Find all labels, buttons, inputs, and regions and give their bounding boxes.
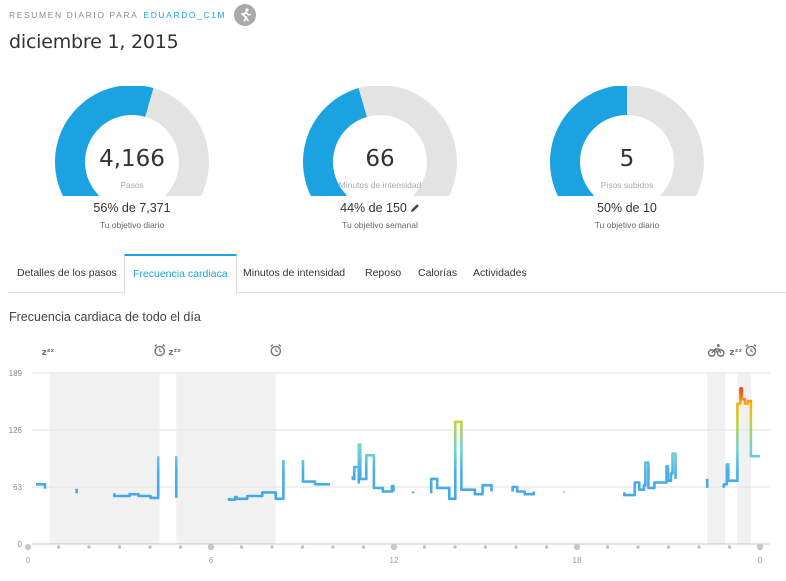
x-axis-dot	[207, 543, 215, 551]
sleep-icon[interactable]: zᶻᶻ	[168, 348, 181, 358]
floors-label: Pisos subidos	[600, 180, 654, 190]
x-axis-dot	[24, 543, 32, 551]
gauge-progress	[550, 86, 627, 196]
tab-calories[interactable]: Calorías	[418, 267, 458, 279]
x-axis-dot	[605, 545, 610, 549]
intensity-goal-text: 44% de 150	[340, 201, 407, 215]
gauge-progress	[55, 86, 154, 196]
x-axis-dot	[117, 545, 122, 549]
x-axis-dot	[544, 545, 549, 549]
x-axis-dot	[697, 545, 701, 549]
gauge-progress	[303, 88, 367, 196]
sleep-icon[interactable]: zᶻᶻ	[42, 348, 55, 358]
x-axis-dot	[636, 545, 640, 549]
x-axis-dot	[483, 545, 488, 549]
x-tick-label: 6	[209, 556, 214, 565]
sleep-icon[interactable]: zᶻᶻ	[729, 348, 742, 358]
x-axis-dot	[422, 545, 427, 549]
intensity-gauge[interactable]: 66 Minutos de intensidad 44% de 150 Tu o…	[300, 86, 460, 230]
alarm-icon[interactable]	[270, 344, 282, 357]
x-axis-dot	[87, 545, 91, 549]
x-tick-label: 0	[758, 556, 763, 565]
alarm-icon[interactable]	[154, 344, 166, 357]
x-axis-dot	[727, 545, 732, 549]
intensity-gauge-ring	[303, 86, 457, 196]
x-axis-dot	[56, 545, 61, 549]
x-axis-dot	[331, 545, 335, 549]
floors-goal-text: 50% de 10	[597, 201, 657, 215]
sleep-band	[737, 373, 751, 544]
x-axis-dot	[756, 543, 764, 551]
x-axis-dot	[573, 543, 581, 551]
intensity-label: Minutos de intensidad	[338, 180, 422, 190]
pencil-icon[interactable]	[410, 203, 420, 213]
intensity-goal-sub: Tu objetivo semanal	[342, 220, 418, 230]
steps-gauge[interactable]: 4,166 Pasos 56% de 7,371 Tu objetivo dia…	[52, 86, 212, 230]
svg-text:zᶻᶻ: zᶻᶻ	[729, 348, 742, 358]
x-axis-dot	[514, 545, 518, 549]
sleep-band	[707, 373, 726, 544]
sleep-band	[176, 373, 276, 544]
heart-rate-section-title: Frecuencia cardiaca de todo el día	[9, 310, 201, 324]
x-axis-dot	[453, 545, 457, 549]
y-tick-label: 126	[9, 426, 23, 435]
x-axis-dot	[300, 545, 305, 549]
x-axis-dot	[239, 545, 244, 549]
steps-value: 4,166	[99, 146, 165, 172]
runner-icon[interactable]	[234, 4, 257, 26]
floors-gauge-ring	[550, 86, 704, 196]
x-axis-dot	[178, 545, 183, 549]
floors-goal-sub: Tu objetivo diario	[594, 220, 660, 230]
page-date: diciembre 1, 2015	[9, 31, 179, 53]
bike-icon[interactable]	[707, 344, 725, 357]
intensity-value: 66	[365, 146, 395, 172]
y-tick-label: 63	[13, 483, 22, 492]
username-link[interactable]: EDUARDO_C1M	[143, 10, 227, 20]
x-tick-label: 0	[26, 556, 31, 565]
svg-text:zᶻᶻ: zᶻᶻ	[168, 348, 181, 358]
sleep-band	[49, 373, 160, 544]
alarm-icon[interactable]	[745, 344, 757, 357]
tab-steps-details[interactable]: Detalles de los pasos	[17, 267, 117, 279]
heart-rate-chart[interactable]: 0 63 126 189 zᶻᶻ zᶻᶻ zᶻᶻ 0 6 12 18 0	[0, 336, 786, 581]
x-axis-dot	[666, 545, 671, 549]
summary-label: RESUMEN DIARIO PARA	[9, 10, 139, 20]
svg-text:zᶻᶻ: zᶻᶻ	[42, 348, 55, 358]
x-axis-dot	[148, 545, 152, 549]
steps-gauge-ring	[55, 86, 209, 196]
x-axis-dot	[270, 545, 274, 549]
intensity-goal: 44% de 150	[300, 201, 460, 215]
detail-tabs: Detalles de los pasos Frecuencia cardiac…	[8, 254, 786, 294]
y-tick-label: 189	[9, 369, 23, 378]
x-tick-label: 18	[573, 556, 582, 565]
steps-goal-text: 56% de 7,371	[93, 201, 171, 215]
steps-label: Pasos	[120, 180, 144, 190]
y-tick-label: 0	[18, 540, 23, 549]
tab-activities[interactable]: Actividades	[473, 267, 527, 279]
tab-rest[interactable]: Reposo	[365, 267, 402, 279]
steps-goal-sub: Tu objetivo diario	[99, 220, 165, 230]
x-axis-dot	[390, 543, 398, 551]
tab-intensity-minutes[interactable]: Minutos de intensidad	[243, 267, 346, 279]
floors-value: 5	[619, 146, 635, 172]
tab-heart-rate[interactable]: Frecuencia cardiaca	[124, 254, 237, 294]
heart-rate-line	[36, 387, 760, 501]
x-axis-dot	[361, 545, 366, 549]
floors-gauge[interactable]: 5 Pisos subidos 50% de 10 Tu objetivo di…	[547, 86, 707, 230]
summary-header: RESUMEN DIARIO PARA EDUARDO_C1M	[9, 4, 257, 26]
x-tick-label: 12	[390, 556, 399, 565]
